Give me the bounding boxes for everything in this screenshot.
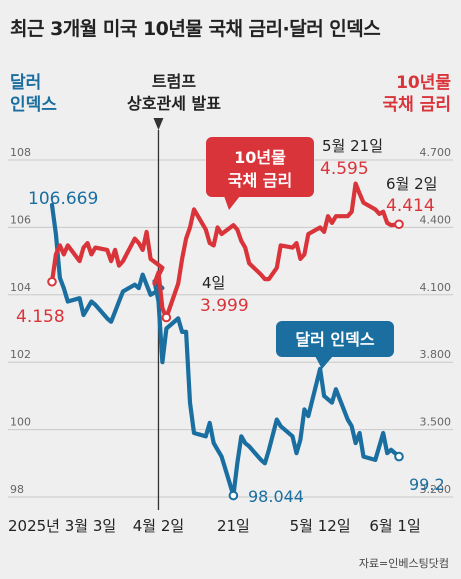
right-tick-label: 3.800 (420, 348, 452, 361)
left-tick-label: 108 (10, 146, 31, 159)
annotation-yield-end: 4.414 (386, 196, 435, 216)
annotation-dollar-min: 98.044 (248, 487, 304, 506)
right-tick-label: 3.200 (420, 483, 452, 496)
x-label-apr2: 4월 2일 (133, 517, 184, 535)
dollar-callout-text: 달러 인덱스 (295, 330, 374, 349)
source-note: 자료=인베스팅닷컴 (358, 557, 449, 570)
right-tick-label: 4.700 (420, 146, 452, 159)
left-tick-label: 104 (10, 281, 31, 294)
yield-callout-line1: 10년물 (234, 148, 286, 167)
annotation-yield-max: 4.595 (320, 159, 369, 179)
event-label-line1: 트럼프 (151, 72, 197, 91)
annotation-yield-min: 3.999 (200, 296, 249, 316)
event-label-line2: 상호관세 발표 (127, 94, 221, 113)
right-tick-label: 4.100 (420, 281, 452, 294)
yield-line (49, 181, 402, 320)
left-axis-title-line1: 달러 (10, 73, 42, 93)
yield-min-marker (161, 312, 172, 323)
x-label-apr21: 21일 (217, 517, 250, 535)
x-label-may12: 5월 12일 (290, 517, 351, 535)
yield-start-marker (47, 276, 57, 287)
right-axis-title-line1: 10년물 (396, 73, 451, 93)
left-tick-label: 100 (10, 416, 31, 429)
dollar-callout-box (276, 321, 394, 357)
right-axis-title-line2: 국채 금리 (382, 95, 451, 115)
left-tick-label: 98 (10, 483, 24, 496)
x-label-start: 2025년 3월 3일 (8, 517, 116, 535)
event-arrow (153, 118, 164, 130)
right-tick-label: 3.500 (420, 416, 452, 429)
x-label-jun1: 6월 1일 (369, 517, 420, 535)
left-tick-label: 106 (10, 213, 31, 226)
annotation-dollar-end: 99.2 (409, 475, 445, 494)
yield-callout-pointer (224, 196, 240, 210)
chart-title: 최근 3개월 미국 10년물 국채 금리·달러 인덱스 (10, 18, 381, 40)
annotation-yield-start: 4.158 (16, 307, 65, 327)
annotation-yield-max-date: 5월 21일 (322, 137, 383, 155)
annotation-yield-min-date: 4일 (202, 274, 225, 292)
yield-callout-box (206, 137, 314, 197)
dollar-end-marker (394, 451, 404, 462)
annotation-dollar-start: 106.669 (28, 189, 98, 209)
left-tick-label: 102 (10, 348, 31, 361)
dollar-min-marker (228, 490, 239, 501)
annotation-yield-end-date: 6월 2일 (386, 175, 437, 193)
yield-callout-line2: 국채 금리 (228, 171, 292, 190)
right-tick-label: 4.400 (420, 213, 452, 226)
yield-end-marker (394, 219, 404, 230)
left-axis-title-line2: 인덱스 (10, 95, 57, 115)
dollar-callout-pointer (315, 356, 333, 369)
dollar-index-line (49, 202, 402, 498)
